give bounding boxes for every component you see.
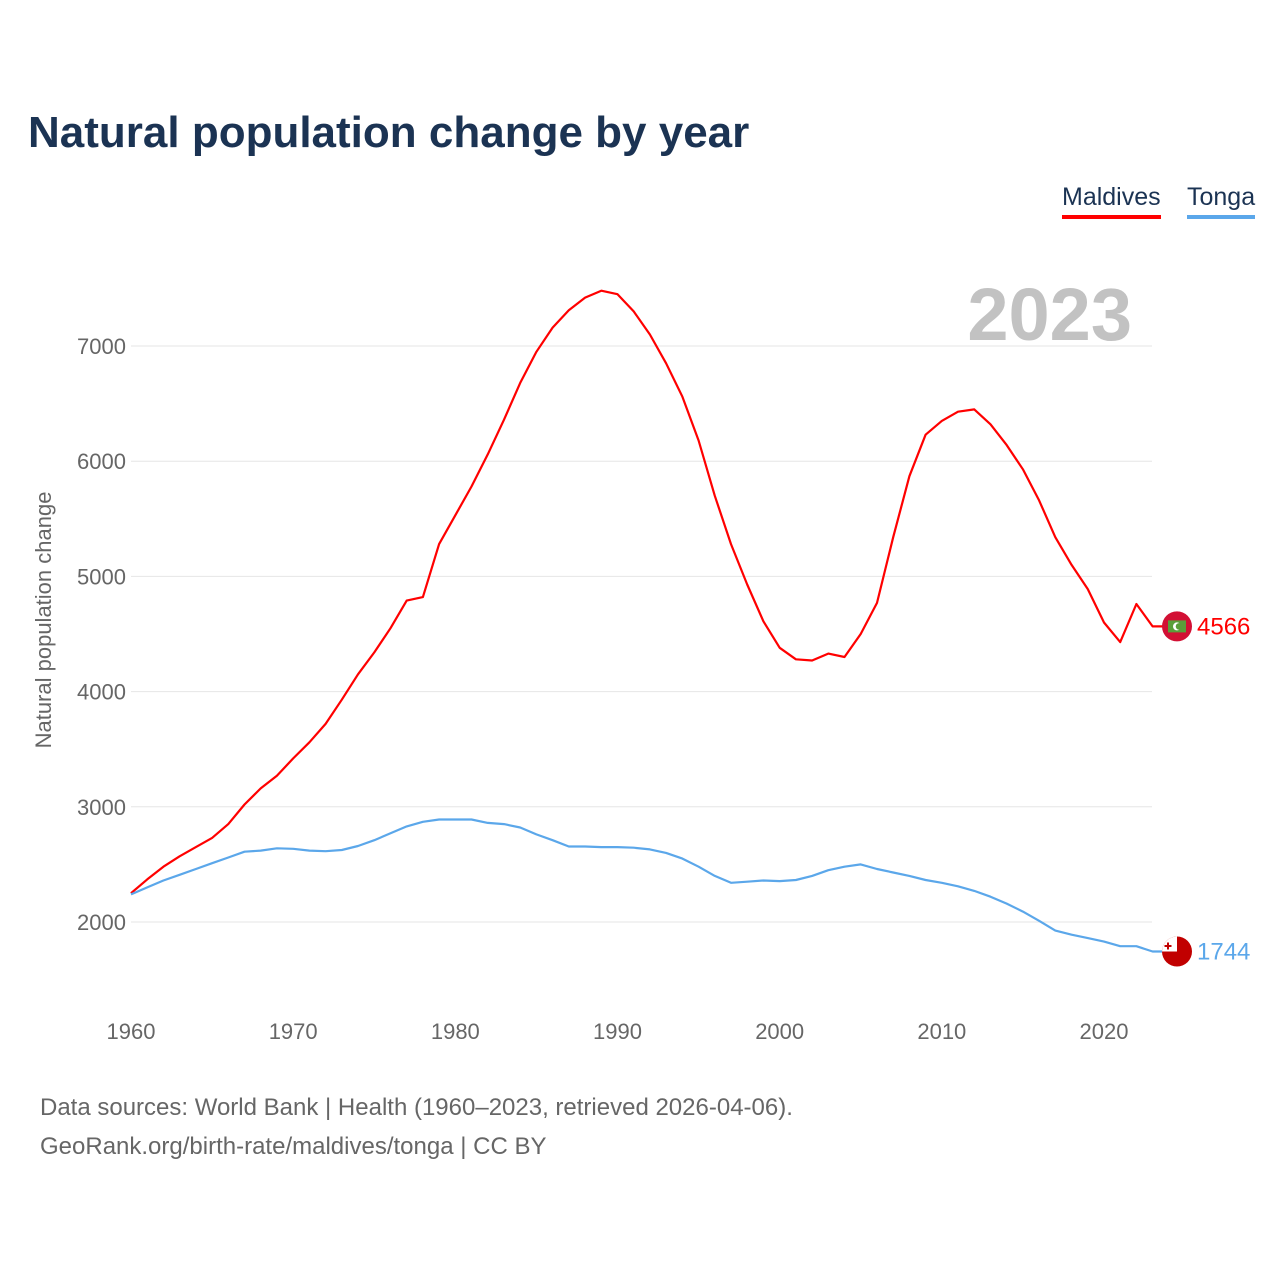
legend-label: Tonga bbox=[1187, 183, 1256, 211]
x-tick-label: 1970 bbox=[269, 1019, 318, 1044]
flag-tonga-icon bbox=[1162, 936, 1192, 967]
y-tick-label: 4000 bbox=[77, 680, 126, 705]
legend-label: Maldives bbox=[1062, 183, 1161, 211]
source-line-1: Data sources: World Bank | Health (1960–… bbox=[40, 1094, 793, 1121]
x-tick-label: 1980 bbox=[431, 1019, 480, 1044]
x-tick-label: 2020 bbox=[1080, 1019, 1129, 1044]
y-tick-label: 5000 bbox=[77, 564, 126, 589]
y-tick-label: 3000 bbox=[77, 795, 126, 820]
flag-crescent-cut bbox=[1175, 623, 1183, 630]
legend-item-maldives[interactable]: Maldives bbox=[1062, 183, 1161, 219]
y-tick-label: 2000 bbox=[77, 910, 126, 935]
series-line-maldives bbox=[130, 289, 1163, 895]
x-tick-label: 2010 bbox=[917, 1019, 966, 1044]
flag-cross-h bbox=[1164, 944, 1172, 947]
end-value-label: 4566 bbox=[1197, 613, 1250, 640]
legend-item-tonga[interactable]: Tonga bbox=[1187, 183, 1256, 219]
year-overlay: 2023 bbox=[967, 273, 1132, 356]
series-line-tonga bbox=[130, 818, 1163, 953]
end-value-label: 1744 bbox=[1197, 938, 1250, 965]
flag-maldives-icon bbox=[1162, 611, 1192, 642]
x-tick-label: 2000 bbox=[755, 1019, 804, 1044]
x-tick-label: 1990 bbox=[593, 1019, 642, 1044]
source-note: Data sources: World Bank | Health (1960–… bbox=[40, 1088, 793, 1166]
y-axis-label: Natural population change bbox=[31, 492, 56, 749]
source-line-2[interactable]: GeoRank.org/birth-rate/maldives/tonga | … bbox=[40, 1133, 547, 1160]
chart-title: Natural population change by year bbox=[28, 108, 750, 157]
x-tick-label: 1960 bbox=[107, 1019, 156, 1044]
flag-canton bbox=[1162, 936, 1177, 952]
y-tick-label: 7000 bbox=[77, 334, 126, 359]
y-tick-label: 6000 bbox=[77, 449, 126, 474]
